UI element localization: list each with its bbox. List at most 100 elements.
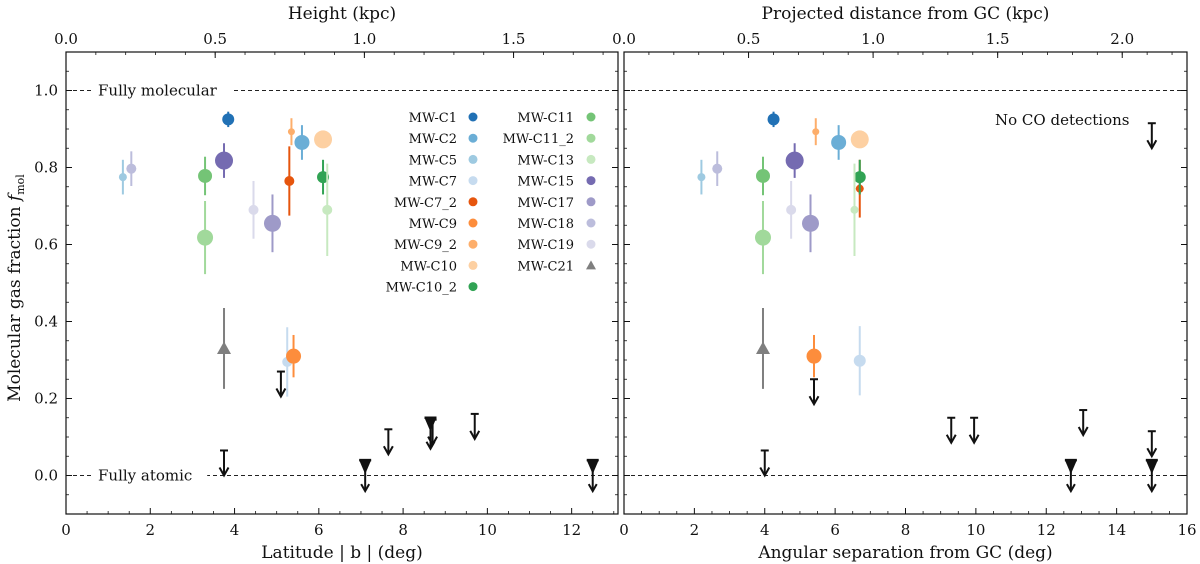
data-point-mw-c15 (785, 143, 804, 178)
upper-limit-arrow-6 (1146, 430, 1158, 459)
reference-label-bg-1 (92, 465, 208, 486)
data-point-mw-c9_2 (812, 118, 820, 146)
legend-label: MW-C10 (400, 259, 457, 274)
circle-marker (767, 113, 780, 126)
data-point-mw-c18 (712, 151, 723, 186)
top-tick-label: 0.5 (737, 30, 761, 48)
data-point-mw-c7 (853, 326, 866, 396)
upper-limit-head (587, 483, 598, 494)
data-point-mw-c9 (806, 334, 822, 378)
upper-limit-head (1077, 426, 1089, 438)
circle-marker (697, 173, 706, 182)
upper-limit-head (427, 436, 438, 447)
y-tick-label: 0.0 (34, 467, 58, 485)
top-tick-label: 1.0 (352, 30, 376, 48)
data-point-mw-c2 (294, 125, 310, 160)
legend-label: MW-C11_2 (503, 132, 574, 147)
data-point-mw-c11_2 (754, 200, 771, 275)
legend-label: MW-C21 (517, 259, 574, 274)
reference-label-1: Fully atomic (98, 467, 192, 485)
legend-marker (586, 218, 596, 228)
legend-marker (468, 218, 478, 228)
legend-marker (468, 282, 478, 292)
circle-marker (831, 134, 847, 150)
upper-limit-head (1146, 139, 1158, 151)
circle-marker (853, 354, 866, 367)
legend-marker (468, 133, 478, 143)
upper-limit-arrow-2 (945, 416, 957, 445)
y-axis-label: Molecular gas fraction fmol (5, 174, 27, 402)
legend-marker (468, 197, 478, 207)
x-tick-label: 14 (1107, 521, 1126, 539)
x-tick-label: 8 (901, 521, 911, 539)
separation-panel: 0 2 4 6 8 10 12 14 16 0.0 0.5 1.0 1.5 2.0 Angular sepa… (612, 4, 1196, 563)
data-point-mw-c13 (322, 163, 333, 257)
triangle-marker (755, 341, 770, 355)
data-point-mw-c17 (263, 194, 281, 253)
x-tick-label: 2 (690, 521, 700, 539)
upper-limit-arrow-4 (427, 418, 438, 447)
circle-marker (853, 171, 866, 184)
legend-label: MW-C11 (517, 111, 574, 126)
y-tick-label: 0.8 (34, 159, 58, 177)
circle-marker (198, 168, 213, 183)
legend-marker (586, 239, 596, 249)
circle-marker (294, 134, 310, 150)
legend-marker (468, 112, 478, 122)
reference-label-bg-0 (92, 80, 233, 101)
circle-marker (801, 214, 819, 232)
upper-limit-head (360, 483, 371, 494)
triangle-marker (217, 341, 232, 355)
circle-marker (215, 151, 234, 170)
data-point-mw-c9_2 (287, 118, 295, 146)
x-tick-label: 10 (478, 521, 497, 539)
upper-limit-arrow-3 (968, 416, 980, 445)
circle-marker (812, 128, 820, 136)
upper-limit-arrow-8 (1146, 122, 1158, 151)
upper-limit-arrow-5 (1064, 458, 1077, 494)
data-point-mw-c2 (831, 125, 847, 160)
data-point-mw-c10_2 (853, 159, 866, 195)
circle-marker (317, 171, 330, 184)
legend-label: MW-C1 (409, 111, 457, 126)
legend-marker (468, 176, 478, 186)
circle-marker (806, 348, 822, 364)
data-point-mw-c17 (801, 194, 819, 253)
latitude-panel: Fully molecular Fully atomic 0 2 4 6 8 10 12 0.0 0… (34, 4, 619, 563)
top-tick-label: 1.5 (502, 30, 526, 48)
data-point-mw-c5 (697, 159, 706, 195)
upper-limit-head (945, 434, 957, 445)
data-point-mw-c10 (850, 130, 869, 149)
top-tick-label: 1.5 (986, 30, 1010, 48)
upper-limit-head (808, 395, 820, 407)
circle-marker (322, 204, 333, 215)
upper-limit-arrow-4 (1077, 409, 1089, 438)
x-tick-label: 12 (1037, 521, 1056, 539)
x-tick-label: 4 (760, 521, 770, 539)
legend-marker (586, 112, 596, 122)
upper-limit-head (218, 466, 230, 478)
data-point-mw-c1 (767, 111, 780, 128)
legend-label: MW-C18 (517, 217, 574, 232)
circle-marker (197, 229, 214, 246)
circle-marker (850, 130, 869, 149)
legend-label: MW-C19 (517, 238, 574, 253)
y-tick-label: 0.4 (34, 313, 58, 331)
circle-marker (286, 348, 302, 364)
top-tick-label: 0.0 (612, 30, 636, 48)
legend-marker (468, 239, 478, 249)
data-point-mw-c1 (222, 111, 235, 128)
x-tick-label: 10 (966, 521, 985, 539)
legend-marker (586, 176, 596, 186)
data-point-mw-c21 (755, 308, 770, 389)
circle-marker (755, 168, 770, 183)
top-tick-label: 1.0 (861, 30, 885, 48)
legend-marker (586, 197, 596, 207)
data-point-mw-c19 (248, 180, 259, 239)
data-point-mw-c21 (217, 308, 232, 389)
circle-marker (284, 175, 295, 186)
x-tick-label: 0 (619, 521, 629, 539)
upper-limit-arrow-6 (586, 458, 599, 494)
upper-limit-wedge (1064, 460, 1077, 475)
